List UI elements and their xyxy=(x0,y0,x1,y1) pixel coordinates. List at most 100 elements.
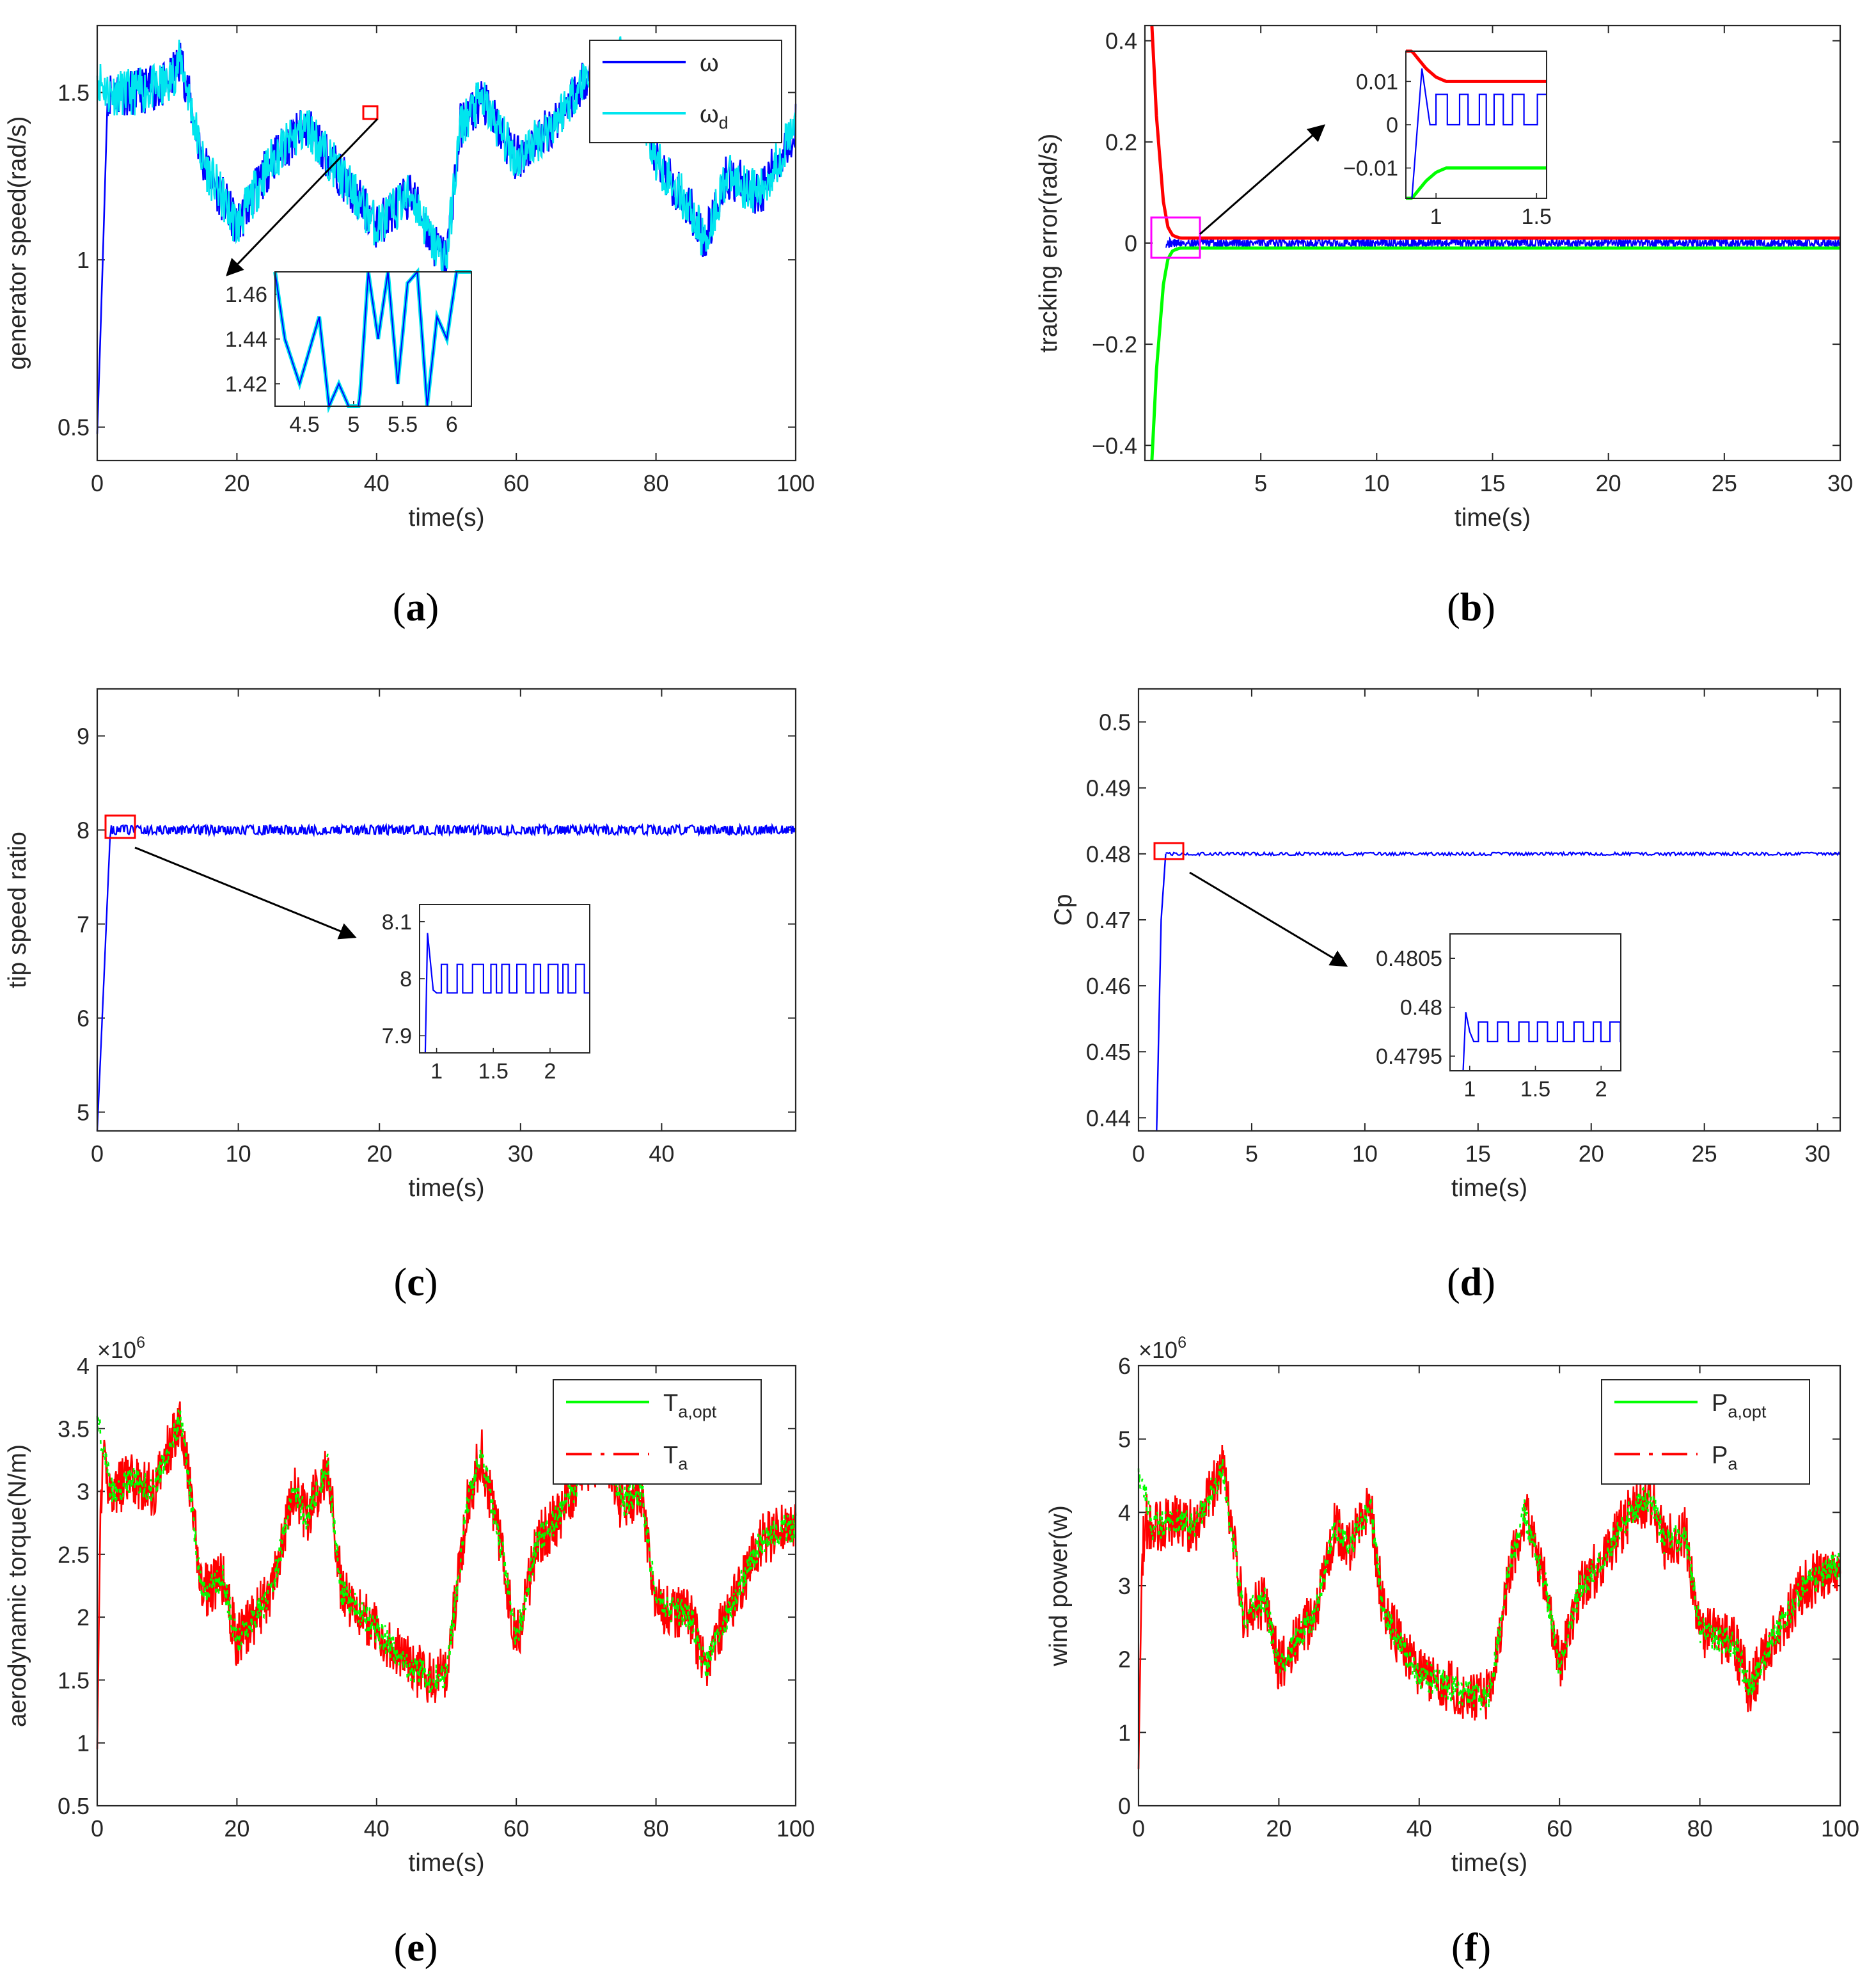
multiplier-base: ×10 xyxy=(1139,1337,1178,1363)
x-tick-label: 20 xyxy=(1579,1141,1604,1167)
x-tick-label: 80 xyxy=(643,470,669,496)
y-axis-label: generator speed(rad/s) xyxy=(4,116,31,370)
x-tick-label: 20 xyxy=(1596,470,1621,496)
x-axis-label: time(s) xyxy=(408,1849,484,1877)
panel-caption: (f) xyxy=(1451,1926,1491,1970)
zoom-box xyxy=(362,105,379,120)
inset-x-tick-label: 1.5 xyxy=(478,1059,508,1084)
series-line-tip-speed-ratio xyxy=(110,822,797,838)
legend-sub: a,opt xyxy=(1728,1402,1767,1421)
y-tick-label: 0.4 xyxy=(1105,28,1137,54)
y-axis-label: tracking error(rad/s) xyxy=(1035,134,1062,352)
inset-x-tick-label: 4.5 xyxy=(289,413,319,437)
inset-y-tick-label: 1.42 xyxy=(225,372,267,397)
caption-open: ( xyxy=(1447,1261,1460,1304)
inset-x-tick-label: 6 xyxy=(446,413,458,437)
zoom-box xyxy=(1153,842,1185,860)
y-tick-label: 1 xyxy=(77,1730,90,1757)
y-tick-label: 8 xyxy=(77,817,90,844)
y-tick-label: 1.5 xyxy=(58,1667,90,1693)
inset-line-omega xyxy=(274,270,471,409)
x-tick-label: 30 xyxy=(1827,470,1853,496)
x-tick-label: 20 xyxy=(367,1141,392,1167)
inset-frame xyxy=(1405,51,1547,199)
legend-main: T xyxy=(663,1390,678,1417)
legend-main: P xyxy=(1712,1390,1728,1417)
y-tick-label: 4 xyxy=(77,1353,90,1379)
legend-sub: a xyxy=(1728,1454,1738,1473)
y-tick-label: 7 xyxy=(77,912,90,938)
zoom-arrow xyxy=(1199,124,1326,235)
inset-x-tick-label: 5 xyxy=(347,413,359,437)
panel-e: 0 20 40 60 80 100 0.5 1 1.5 2 2.5 3 3.5 4 time(s) aerod… xyxy=(4,1334,815,1877)
inset-b: 1 1.5 −0.01 0 0.01 xyxy=(1343,49,1552,229)
legend-box xyxy=(553,1379,762,1485)
y-tick-label: 0.2 xyxy=(1105,129,1137,155)
x-tick-label: 40 xyxy=(1407,1815,1432,1842)
y-tick-label: 0.49 xyxy=(1086,775,1131,801)
axes-frame xyxy=(96,1364,797,1807)
inset-tip-speed-ratio xyxy=(424,933,590,1054)
legend-box xyxy=(1601,1379,1810,1485)
axes-frame xyxy=(96,24,797,462)
legend-label: Ta,opt xyxy=(663,1390,717,1421)
x-tick-label: 5 xyxy=(1254,470,1267,496)
inset-area xyxy=(275,272,471,406)
series-line-cp xyxy=(1165,851,1841,857)
x-tick-label: 30 xyxy=(508,1141,533,1167)
y-tick-label: 6 xyxy=(1118,1353,1131,1379)
caption-open: ( xyxy=(393,586,406,629)
x-tick-label: 0 xyxy=(91,1141,104,1167)
y-tick-label: 5 xyxy=(77,1100,90,1126)
x-axis-label: time(s) xyxy=(1451,1174,1527,1202)
x-tick-label: 40 xyxy=(364,470,390,496)
panel-caption: (a) xyxy=(393,586,439,629)
caption-open: ( xyxy=(394,1261,407,1304)
y-axis-label: wind power(w) xyxy=(1045,1505,1073,1666)
inset-a: 4.5 5 5.5 6 1.42 1.44 1.46 xyxy=(225,267,472,437)
y-tick-label: 1 xyxy=(77,247,90,273)
y-tick-label: 1.5 xyxy=(58,80,90,106)
inset-y-tick-label: 1.46 xyxy=(225,283,267,307)
zoom-box xyxy=(104,814,136,839)
x-tick-label: 40 xyxy=(364,1815,390,1842)
inset-y-tick-label: 1.44 xyxy=(225,328,267,352)
x-tick-label: 60 xyxy=(503,1815,529,1842)
zoom-arrow xyxy=(226,118,379,276)
x-axis-label: time(s) xyxy=(1454,504,1531,532)
y-axis-label: Cp xyxy=(1050,894,1077,926)
multiplier-base: ×10 xyxy=(97,1337,136,1363)
x-tick-label: 0 xyxy=(1132,1141,1145,1167)
inset-y-tick-label: 0 xyxy=(1386,113,1398,138)
caption-letter: d xyxy=(1460,1261,1482,1304)
legend-sub: d xyxy=(719,113,729,132)
caption-letter: e xyxy=(407,1926,425,1970)
caption-letter: c xyxy=(407,1261,425,1304)
inset-lower-bound xyxy=(1406,166,1547,200)
inset-area xyxy=(420,904,590,1053)
y-tick-label: 0.5 xyxy=(1099,709,1131,736)
caption-open: ( xyxy=(1447,586,1460,629)
x-tick-label: 10 xyxy=(1364,470,1389,496)
x-tick-label: 100 xyxy=(776,470,815,496)
y-tick-label: 2 xyxy=(77,1604,90,1631)
axis-multiplier: ×106 xyxy=(97,1334,145,1363)
legend-sub: a xyxy=(678,1454,688,1473)
y-axis-label: tip speed ratio xyxy=(4,832,31,988)
legend-box xyxy=(589,40,782,143)
zoom-arrow xyxy=(1189,871,1348,967)
inset-x-tick-label: 1.5 xyxy=(1522,205,1552,229)
x-tick-label: 20 xyxy=(1266,1815,1291,1842)
y-tick-label: 0.47 xyxy=(1086,907,1131,933)
y-tick-label: 0.44 xyxy=(1086,1105,1131,1131)
y-tick-label: 3 xyxy=(77,1479,90,1505)
inset-x-tick-label: 2 xyxy=(544,1059,556,1084)
legend-main: ω xyxy=(700,101,719,128)
inset-x-tick-label: 2 xyxy=(1595,1077,1607,1101)
axes-frame xyxy=(1144,24,1841,462)
caption-close: ) xyxy=(426,586,439,629)
x-tick-label: 60 xyxy=(1547,1815,1572,1842)
legend-label: Ta xyxy=(663,1442,688,1473)
series-line-rise xyxy=(96,825,113,1132)
x-tick-label: 10 xyxy=(226,1141,251,1167)
